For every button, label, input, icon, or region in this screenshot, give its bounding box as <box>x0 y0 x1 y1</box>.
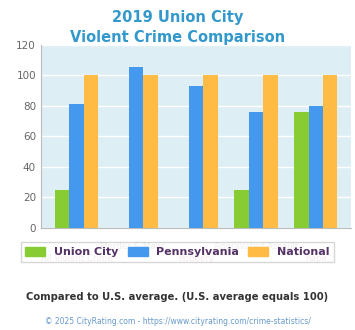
Text: Murder & Mans...: Murder & Mans... <box>99 242 173 250</box>
Text: Aggravated Assault: Aggravated Assault <box>214 242 298 250</box>
Bar <box>84 75 98 228</box>
Bar <box>129 67 143 228</box>
Text: Compared to U.S. average. (U.S. average equals 100): Compared to U.S. average. (U.S. average … <box>26 292 329 302</box>
Bar <box>203 75 218 228</box>
Text: Violent Crime Comparison: Violent Crime Comparison <box>70 30 285 45</box>
Bar <box>234 189 249 228</box>
Bar <box>143 75 158 228</box>
Text: Rape: Rape <box>305 254 327 263</box>
Text: Robbery: Robbery <box>178 254 214 263</box>
Bar <box>323 75 337 228</box>
Bar <box>294 112 308 228</box>
Bar <box>308 106 323 228</box>
Text: All Violent Crime: All Violent Crime <box>41 254 112 263</box>
Bar <box>69 104 84 228</box>
Bar <box>55 189 69 228</box>
Bar <box>189 86 203 228</box>
Bar <box>263 75 278 228</box>
Legend: Union City, Pennsylvania, National: Union City, Pennsylvania, National <box>21 242 334 262</box>
Text: 2019 Union City: 2019 Union City <box>112 10 243 25</box>
Bar <box>249 112 263 228</box>
Text: © 2025 CityRating.com - https://www.cityrating.com/crime-statistics/: © 2025 CityRating.com - https://www.city… <box>45 317 310 326</box>
